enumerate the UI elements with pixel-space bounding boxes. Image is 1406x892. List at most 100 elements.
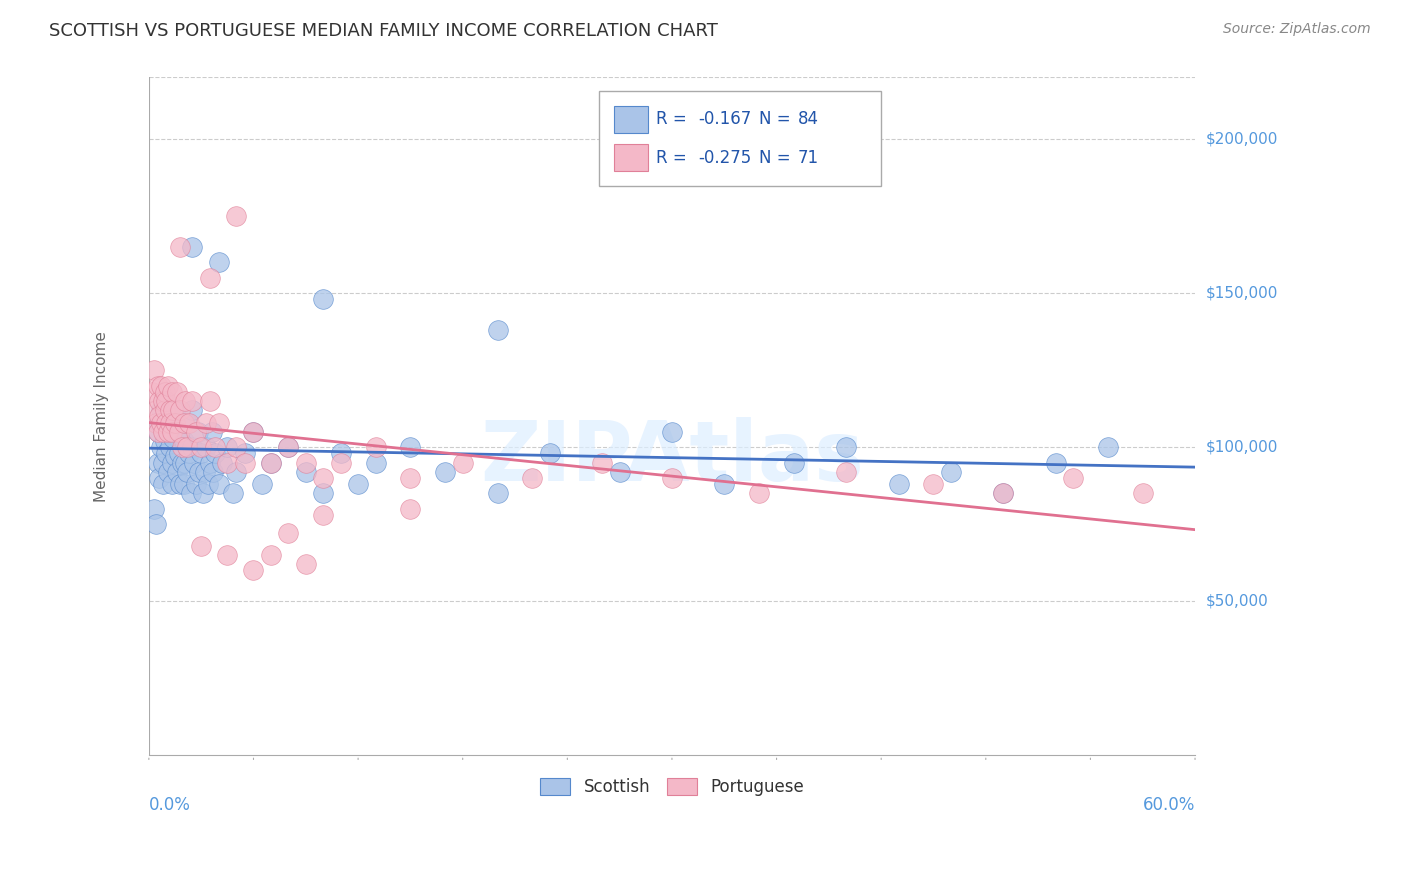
Point	[143, 363, 166, 377]
Point	[159, 440, 181, 454]
Point	[157, 425, 180, 439]
Point	[146, 378, 169, 392]
Point	[153, 384, 176, 399]
Text: ZIPAtlas: ZIPAtlas	[479, 417, 863, 498]
Point	[146, 425, 169, 439]
Point	[207, 255, 229, 269]
Point	[202, 465, 225, 479]
Point	[148, 394, 170, 409]
Point	[312, 486, 335, 500]
Text: $150,000: $150,000	[1206, 285, 1278, 301]
Point	[173, 434, 195, 448]
Point	[152, 425, 174, 439]
Point	[217, 440, 239, 454]
Point	[201, 425, 224, 439]
Point	[250, 477, 273, 491]
Point	[162, 431, 184, 445]
Point	[713, 477, 735, 491]
Point	[188, 465, 211, 479]
Point	[294, 465, 316, 479]
Point	[150, 378, 173, 392]
Point	[194, 465, 217, 479]
Point	[887, 477, 910, 491]
Point	[152, 477, 174, 491]
Point	[217, 548, 239, 562]
Point	[225, 209, 247, 223]
Point	[207, 416, 229, 430]
Point	[169, 403, 191, 417]
Point	[190, 446, 212, 460]
Point	[993, 486, 1015, 500]
Point	[150, 440, 173, 454]
Point	[155, 416, 177, 430]
Point	[141, 384, 163, 399]
FancyBboxPatch shape	[599, 91, 882, 186]
Point	[166, 384, 188, 399]
FancyBboxPatch shape	[614, 105, 648, 133]
Point	[195, 440, 218, 454]
Point	[225, 440, 247, 454]
Point	[173, 416, 195, 430]
Point	[434, 465, 457, 479]
Point	[153, 403, 176, 417]
Point	[277, 440, 299, 454]
Point	[146, 456, 169, 470]
Point	[260, 456, 283, 470]
Point	[207, 477, 229, 491]
Point	[152, 456, 174, 470]
Text: 0.0%: 0.0%	[149, 796, 191, 814]
Text: Source: ZipAtlas.com: Source: ZipAtlas.com	[1223, 22, 1371, 37]
Point	[183, 456, 205, 470]
Point	[190, 539, 212, 553]
Point	[159, 416, 181, 430]
Point	[221, 486, 243, 500]
Point	[170, 456, 193, 470]
Point	[329, 446, 352, 460]
Point	[177, 416, 200, 430]
Text: $100,000: $100,000	[1206, 440, 1278, 455]
Text: SCOTTISH VS PORTUGUESE MEDIAN FAMILY INCOME CORRELATION CHART: SCOTTISH VS PORTUGUESE MEDIAN FAMILY INC…	[49, 22, 718, 40]
Point	[157, 465, 180, 479]
Point	[198, 270, 221, 285]
Point	[169, 477, 191, 491]
Text: R =: R =	[657, 110, 692, 128]
Point	[157, 378, 180, 392]
Point	[260, 548, 283, 562]
Point	[163, 450, 186, 464]
Point	[538, 446, 561, 460]
Point	[148, 471, 170, 485]
Point	[399, 471, 422, 485]
Text: 60.0%: 60.0%	[1143, 796, 1195, 814]
Point	[181, 394, 204, 409]
Point	[176, 465, 198, 479]
Point	[522, 471, 544, 485]
Point	[277, 526, 299, 541]
Point	[155, 446, 177, 460]
Text: N =: N =	[759, 110, 796, 128]
Point	[591, 456, 613, 470]
Point	[143, 501, 166, 516]
Point	[145, 517, 167, 532]
Point	[204, 440, 226, 454]
Point	[160, 456, 183, 470]
Point	[166, 425, 188, 439]
Point	[153, 394, 176, 409]
Point	[167, 446, 190, 460]
Point	[174, 456, 197, 470]
Point	[191, 486, 214, 500]
Point	[167, 425, 190, 439]
Point	[162, 403, 184, 417]
Point	[155, 394, 177, 409]
Point	[233, 446, 256, 460]
Point	[783, 456, 806, 470]
Point	[184, 425, 207, 439]
Point	[198, 394, 221, 409]
Text: 84: 84	[797, 110, 818, 128]
Point	[173, 477, 195, 491]
Legend: Scottish, Portuguese: Scottish, Portuguese	[531, 770, 813, 805]
Point	[364, 456, 387, 470]
Point	[242, 425, 264, 439]
Text: $200,000: $200,000	[1206, 131, 1278, 146]
FancyBboxPatch shape	[614, 145, 648, 171]
Point	[160, 477, 183, 491]
